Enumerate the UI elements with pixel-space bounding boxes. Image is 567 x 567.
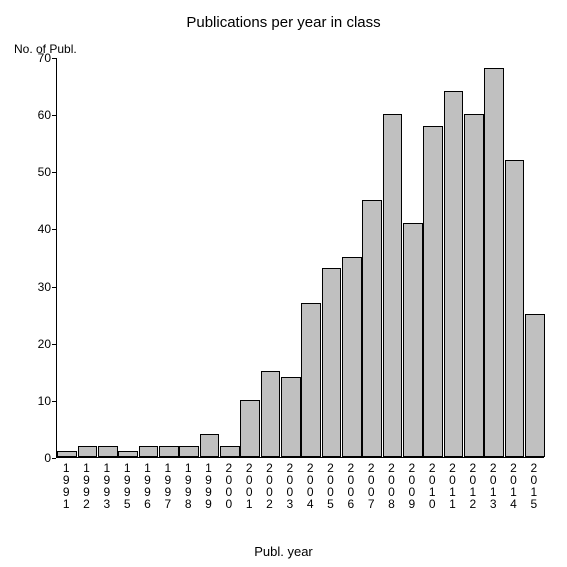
bar <box>240 400 260 457</box>
plot-area <box>56 58 544 458</box>
bar <box>484 68 504 457</box>
x-tick-label: 2000 <box>224 462 234 510</box>
bar <box>403 223 423 457</box>
bar <box>179 446 199 457</box>
bar <box>342 257 362 457</box>
x-tick-label: 1992 <box>82 462 92 510</box>
y-tick-mark <box>52 172 56 173</box>
bar <box>159 446 179 457</box>
bar <box>200 434 220 457</box>
bar <box>57 451 77 457</box>
x-tick-label: 2014 <box>509 462 519 510</box>
x-tick-label: 2006 <box>346 462 356 510</box>
y-tick-label: 70 <box>23 51 51 65</box>
x-tick-label: 2008 <box>387 462 397 510</box>
bar <box>362 200 382 457</box>
bar <box>322 268 342 457</box>
y-tick-label: 50 <box>23 165 51 179</box>
bar <box>505 160 525 457</box>
y-tick-label: 40 <box>23 222 51 236</box>
x-tick-label: 1997 <box>163 462 173 510</box>
x-tick-label: 2007 <box>366 462 376 510</box>
y-tick-label: 0 <box>23 451 51 465</box>
bar <box>281 377 301 457</box>
y-tick-label: 10 <box>23 394 51 408</box>
y-tick-mark <box>52 58 56 59</box>
x-tick-label: 2005 <box>326 462 336 510</box>
bar <box>423 126 443 457</box>
bar <box>98 446 118 457</box>
x-tick-label: 2002 <box>265 462 275 510</box>
bar <box>261 371 281 457</box>
x-tick-label: 1998 <box>183 462 193 510</box>
x-tick-label: 2012 <box>468 462 478 510</box>
bar <box>444 91 464 457</box>
y-tick-mark <box>52 229 56 230</box>
x-tick-label: 2013 <box>488 462 498 510</box>
x-tick-label: 1991 <box>61 462 71 510</box>
x-tick-label: 2009 <box>407 462 417 510</box>
x-tick-label: 2010 <box>427 462 437 510</box>
bar <box>525 314 545 457</box>
bar <box>383 114 403 457</box>
bar <box>464 114 484 457</box>
x-axis-title: Publ. year <box>0 544 567 559</box>
y-tick-label: 60 <box>23 108 51 122</box>
y-tick-label: 30 <box>23 280 51 294</box>
x-tick-label: 2015 <box>529 462 539 510</box>
y-tick-mark <box>52 115 56 116</box>
y-tick-mark <box>52 401 56 402</box>
x-tick-label: 2001 <box>244 462 254 510</box>
x-tick-label: 1999 <box>204 462 214 510</box>
bar <box>139 446 159 457</box>
bar <box>220 446 240 457</box>
bar <box>118 451 138 457</box>
chart-title: Publications per year in class <box>0 14 567 31</box>
x-tick-label: 2004 <box>305 462 315 510</box>
x-tick-label: 2003 <box>285 462 295 510</box>
x-tick-label: 1996 <box>143 462 153 510</box>
y-tick-mark <box>52 287 56 288</box>
x-tick-label: 2011 <box>448 462 458 510</box>
chart-container: Publications per year in class No. of Pu… <box>0 0 567 567</box>
y-tick-label: 20 <box>23 337 51 351</box>
y-tick-mark <box>52 458 56 459</box>
x-tick-label: 1995 <box>122 462 132 510</box>
y-tick-mark <box>52 344 56 345</box>
x-tick-label: 1993 <box>102 462 112 510</box>
bar <box>78 446 98 457</box>
bar <box>301 303 321 457</box>
